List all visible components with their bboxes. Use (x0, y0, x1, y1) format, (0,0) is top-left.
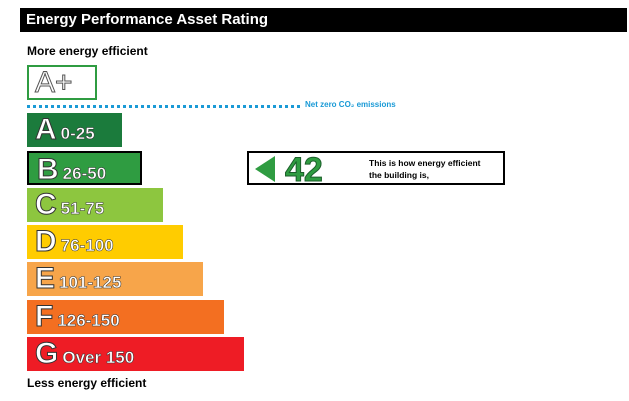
title-bar: Energy Performance Asset Rating (20, 8, 627, 32)
rating-text: This is how energy efficient the buildin… (369, 157, 480, 181)
bottom-label: Less energy efficient (27, 376, 147, 390)
band-range: Over 150 (62, 348, 135, 368)
band-range: 51-75 (60, 199, 105, 219)
rating-text-line: the building is, (369, 170, 429, 180)
band: A 0-25 (27, 113, 122, 147)
band-range: 101-125 (59, 273, 122, 293)
net-zero-label: Net zero CO₂ emissions (305, 100, 396, 109)
band-letter: F (34, 300, 54, 334)
band: C 51-75 (27, 188, 163, 222)
rating-text-line: This is how energy efficient (369, 158, 481, 168)
band-letter: E (34, 262, 56, 296)
band-range: 76-100 (60, 236, 114, 256)
band: B 26-50 (27, 151, 143, 187)
band: G Over 150 (27, 337, 244, 371)
band-range: 0-25 (60, 124, 95, 144)
band: E 101-125 (27, 262, 204, 296)
band: D 76-100 (27, 225, 183, 259)
top-label: More energy efficient (27, 44, 148, 58)
rating-arrow (255, 156, 275, 182)
net-zero-line (27, 105, 300, 108)
band-letter: C (35, 188, 58, 222)
band: F 126-150 (27, 300, 224, 334)
band-range: 26-50 (62, 164, 107, 184)
rating-value: 42 (285, 151, 324, 190)
band-letter: G (34, 337, 59, 371)
a-plus-box: A+ (27, 65, 97, 100)
band-range: 126-150 (57, 311, 120, 331)
band-letter: A (35, 113, 58, 147)
rating-box: 42 This is how energy efficient the buil… (247, 151, 505, 190)
band-letter: D (35, 225, 58, 259)
band-letter: B (37, 153, 60, 187)
